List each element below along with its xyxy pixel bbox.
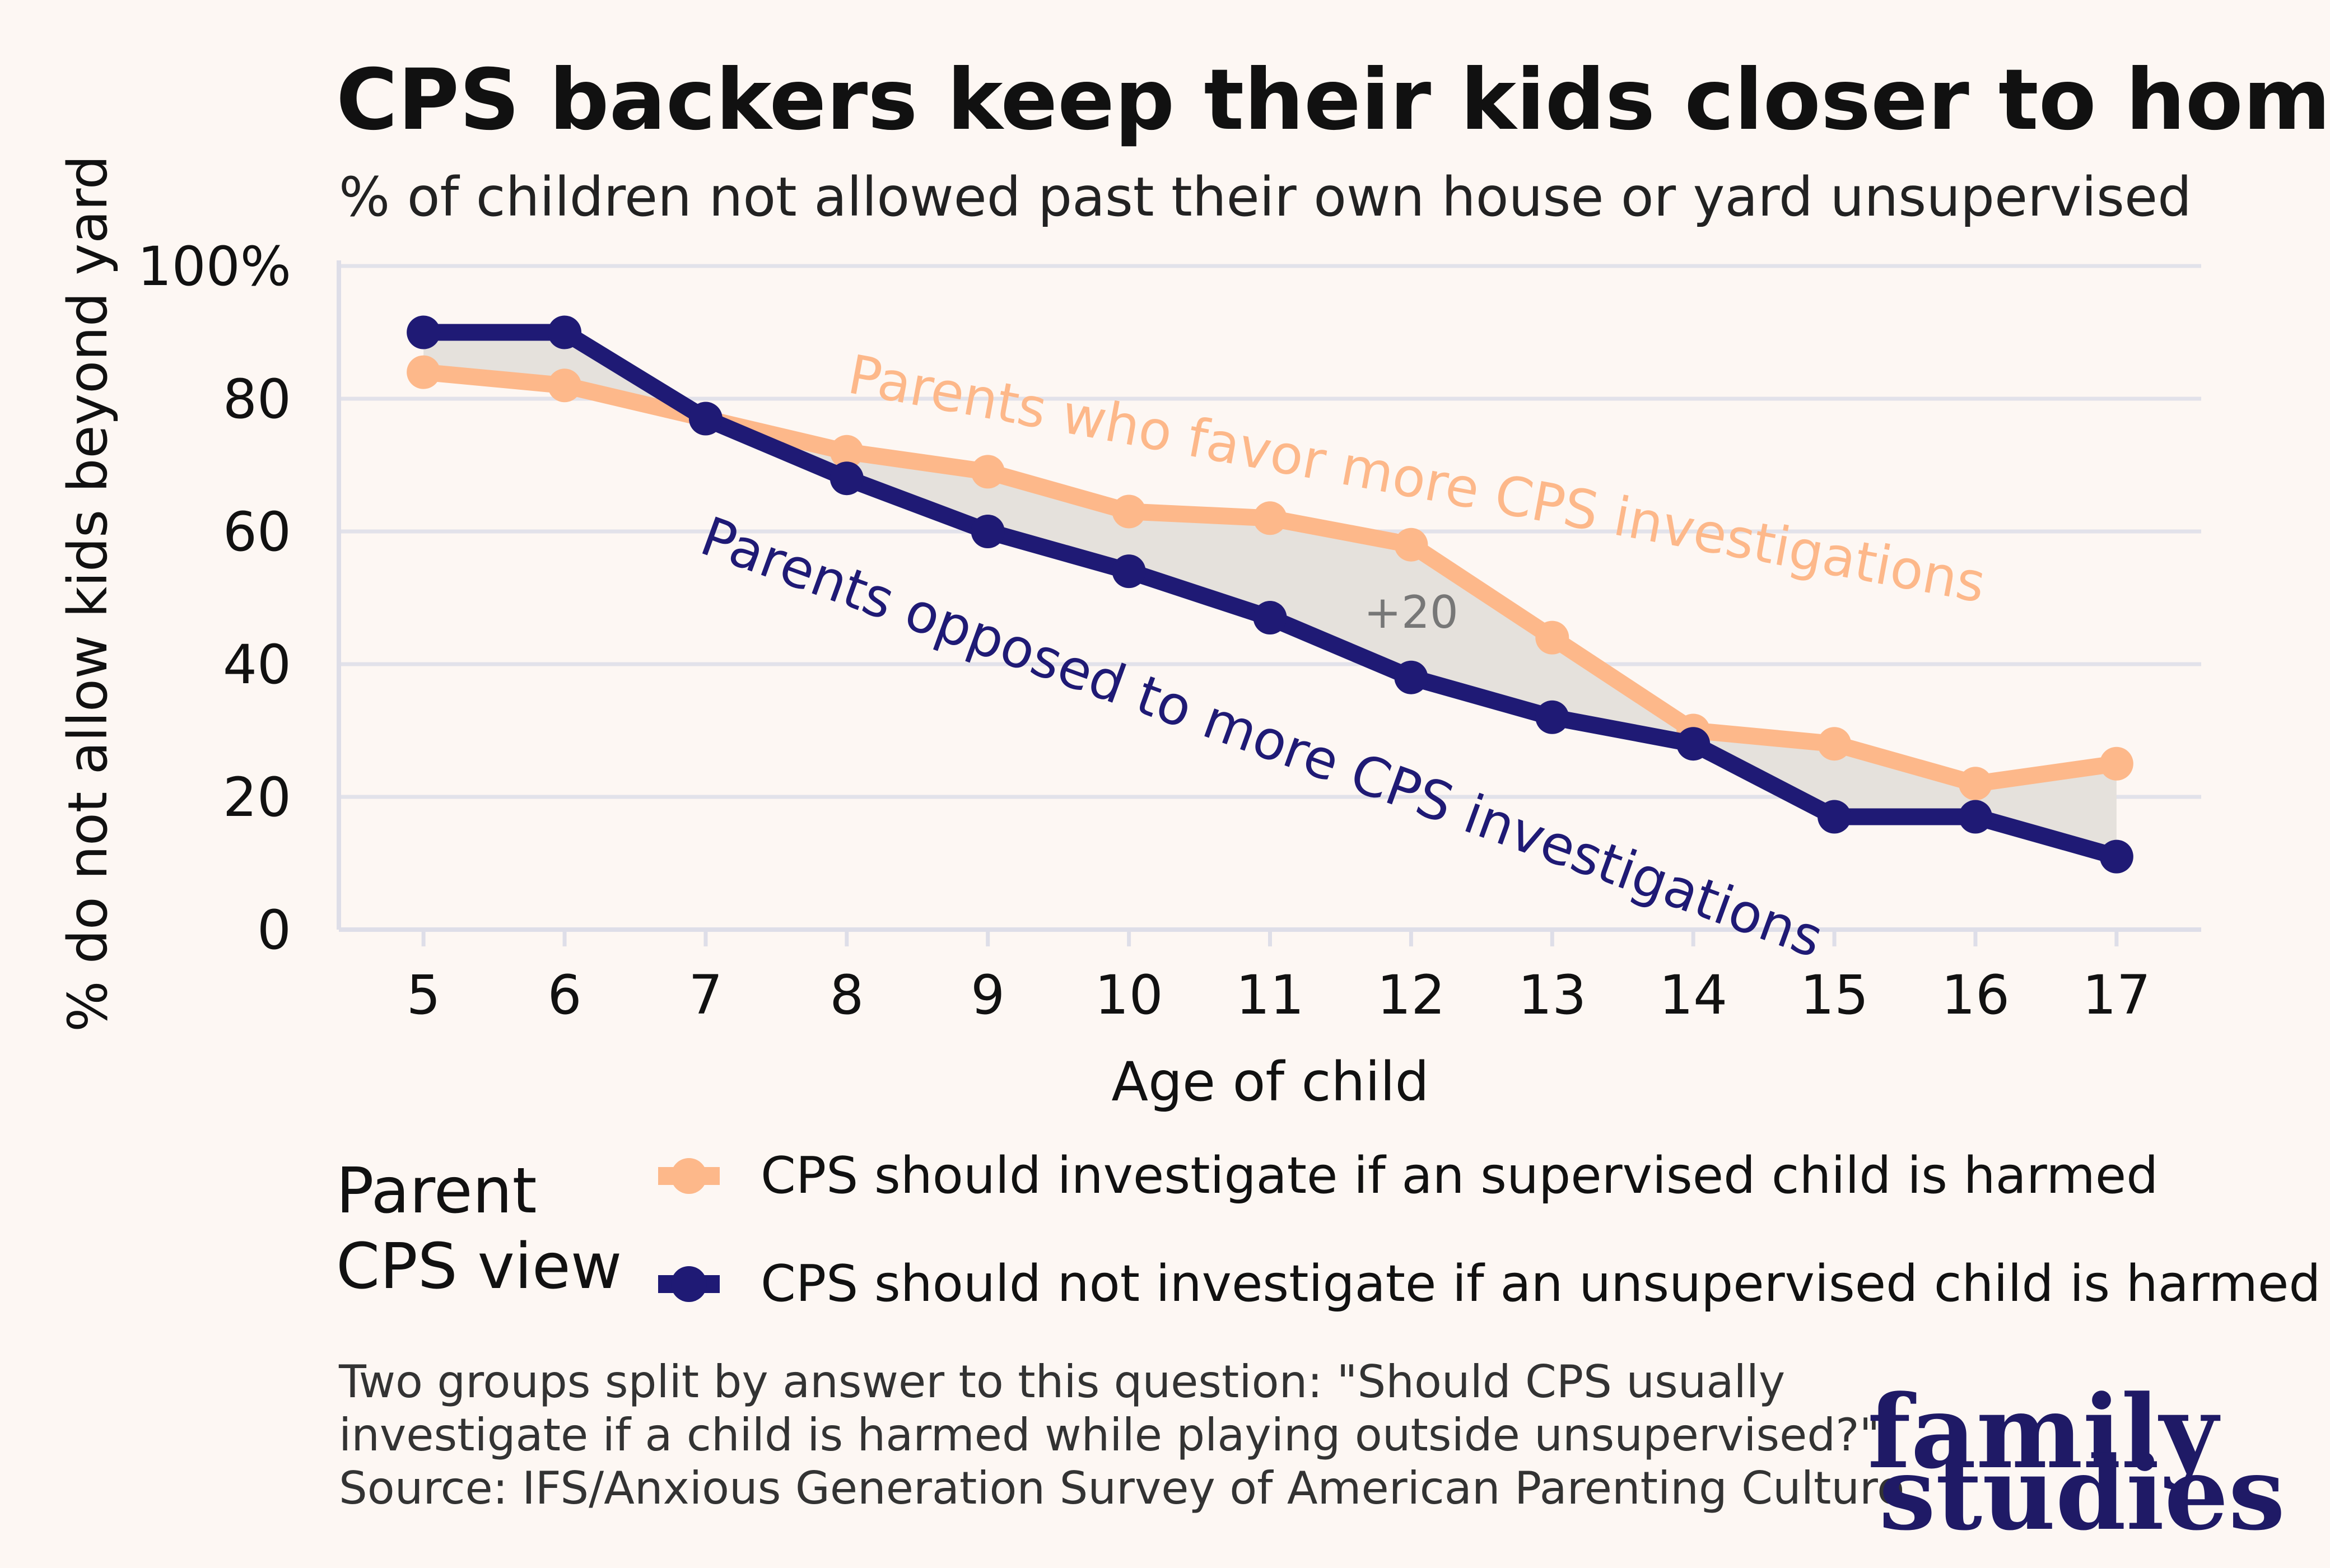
x-tick-label: 12 bbox=[1377, 964, 1445, 1026]
x-tick-label: 11 bbox=[1236, 964, 1304, 1026]
brand-line-1: family bbox=[1867, 1373, 2220, 1491]
footnote-line-1: Two groups split by answer to this quest… bbox=[338, 1356, 1785, 1408]
x-tick-label: 13 bbox=[1518, 964, 1586, 1026]
legend-title-line-1: Parent bbox=[336, 1155, 537, 1228]
series bbox=[407, 315, 2133, 874]
y-ticks: 0 20 40 60 80 100% bbox=[138, 235, 291, 962]
legend-label-favor: CPS should investigate if an supervised … bbox=[761, 1146, 2158, 1205]
data-point-favor bbox=[1535, 620, 1569, 655]
footnote-line-2: investigate if a child is harmed while p… bbox=[339, 1409, 1880, 1461]
y-axis-label: % do not allow kids beyond yard bbox=[57, 155, 119, 1032]
data-point-favor bbox=[1253, 501, 1287, 535]
data-point-opposed bbox=[830, 461, 864, 496]
footnote: Two groups split by answer to this quest… bbox=[338, 1356, 1919, 1514]
data-point-opposed bbox=[688, 402, 723, 436]
data-point-opposed bbox=[407, 315, 441, 349]
data-point-favor bbox=[830, 435, 864, 469]
x-tick-label: 16 bbox=[1941, 964, 2010, 1026]
x-tick-label: 5 bbox=[407, 964, 441, 1026]
brand-logo: family studies bbox=[1867, 1373, 2285, 1553]
y-tick-label: 60 bbox=[223, 501, 291, 563]
chart-title: CPS backers keep their kids closer to ho… bbox=[336, 52, 2330, 149]
x-tick-label: 7 bbox=[688, 964, 723, 1026]
chart-subtitle: % of children not allowed past their own… bbox=[339, 166, 2192, 228]
data-point-favor bbox=[548, 368, 582, 403]
y-tick-label: 100% bbox=[138, 235, 291, 298]
legend-label-opposed: CPS should not investigate if an unsuper… bbox=[761, 1254, 2320, 1313]
data-point-opposed bbox=[1535, 700, 1569, 734]
y-tick-label: 40 bbox=[223, 633, 291, 696]
y-tick-label: 20 bbox=[223, 766, 291, 829]
data-point-favor bbox=[1394, 528, 1428, 562]
data-point-opposed bbox=[1676, 727, 1711, 761]
y-tick-label: 80 bbox=[223, 368, 291, 431]
data-point-opposed bbox=[2099, 839, 2133, 874]
data-point-favor bbox=[971, 455, 1005, 489]
data-point-opposed bbox=[971, 515, 1005, 548]
data-point-favor bbox=[407, 355, 441, 389]
data-point-opposed bbox=[1112, 554, 1146, 589]
x-tick-label: 6 bbox=[547, 964, 581, 1026]
legend-title-line-2: CPS view bbox=[336, 1230, 622, 1303]
x-tick-label: 10 bbox=[1095, 964, 1163, 1026]
x-tick-label: 9 bbox=[971, 964, 1005, 1026]
y-tick-label: 0 bbox=[257, 899, 291, 962]
data-point-favor bbox=[1112, 494, 1146, 529]
data-point-opposed bbox=[1394, 660, 1428, 694]
x-axis-label: Age of child bbox=[1111, 1051, 1429, 1113]
data-point-favor bbox=[2099, 746, 2133, 781]
data-point-opposed bbox=[1253, 601, 1287, 635]
data-point-favor bbox=[1958, 767, 1992, 801]
x-tick-label: 15 bbox=[1800, 964, 1868, 1026]
x-tick-label: 17 bbox=[2082, 964, 2151, 1026]
x-ticks: 5 6 7 8 9 10 11 12 13 14 15 16 17 bbox=[407, 930, 2151, 1026]
footnote-line-3: Source: IFS/Anxious Generation Survey of… bbox=[339, 1462, 1919, 1514]
data-point-opposed bbox=[1818, 800, 1852, 834]
x-tick-label: 14 bbox=[1659, 964, 1727, 1026]
brand-line-2: studies bbox=[1879, 1435, 2285, 1553]
x-tick-label: 8 bbox=[830, 964, 864, 1026]
legend-swatch-dot-favor bbox=[671, 1158, 707, 1194]
legend: Parent CPS view CPS should investigate i… bbox=[336, 1146, 2320, 1313]
gap-label: +20 bbox=[1364, 586, 1458, 638]
data-point-opposed bbox=[548, 315, 582, 349]
data-point-favor bbox=[1818, 727, 1852, 761]
data-point-opposed bbox=[1958, 800, 1992, 834]
legend-swatch-dot-opposed bbox=[671, 1266, 707, 1302]
